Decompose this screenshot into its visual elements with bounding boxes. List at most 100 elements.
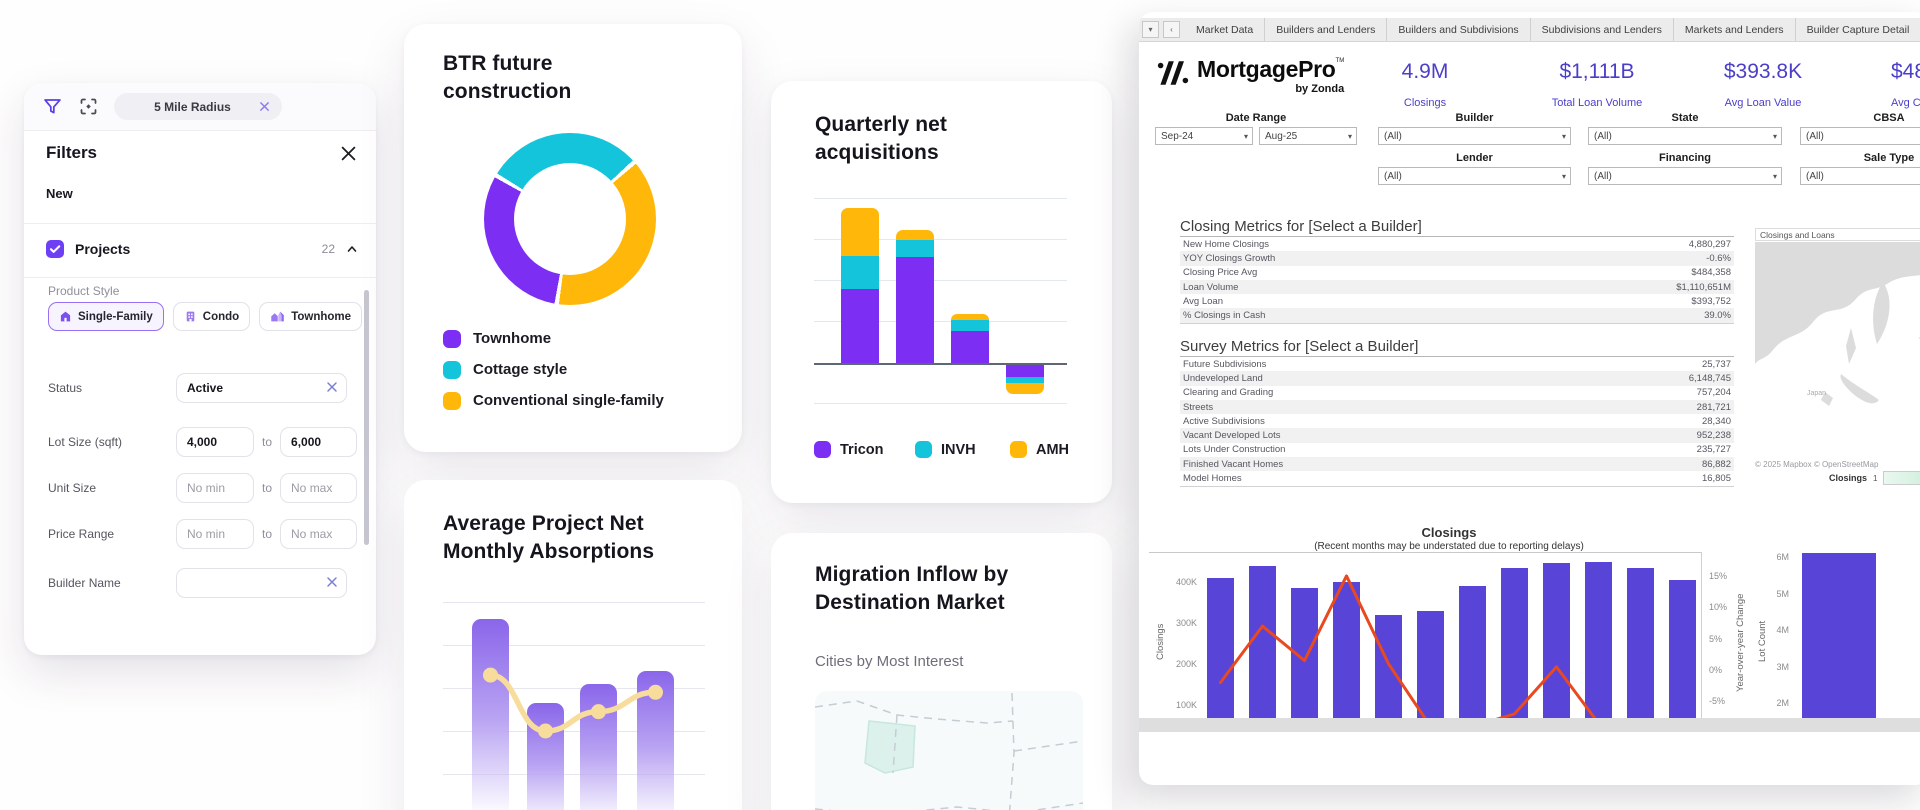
select-daterange[interactable]: Aug-25 (1259, 127, 1357, 145)
btr-donut-chart (484, 133, 656, 305)
closings-bar (1585, 561, 1612, 718)
filter-label: Builder (1455, 112, 1494, 124)
filters-panel: 5 Mile Radius Filters New Projects 22 (24, 83, 376, 655)
gridline (443, 602, 705, 603)
status-clear-icon[interactable] (326, 381, 338, 393)
y2-tick: 5% (1709, 633, 1723, 644)
select-state[interactable]: (All) (1588, 127, 1782, 145)
btr-card-title: BTR future construction (443, 52, 572, 103)
closings-chart-title: Closings (1421, 525, 1477, 540)
logo-byline: by Zonda (1295, 83, 1345, 95)
legend-item-tricon: Tricon (814, 441, 884, 458)
gridline (814, 280, 1067, 281)
gridline (443, 688, 705, 689)
lot-tick: 5M (1776, 588, 1789, 599)
chevron-up-icon[interactable] (346, 243, 358, 255)
filter-label: CBSA (1873, 112, 1905, 124)
filter-label: Sale Type (1863, 152, 1915, 164)
projects-label: Projects (75, 241, 131, 257)
closing-metrics-title: Closing Metrics for [Select a Builder] (1180, 218, 1422, 235)
builder-clear-icon[interactable] (326, 576, 338, 588)
map-legend-gradient (1883, 471, 1920, 485)
filter-funnel-icon[interactable] (42, 96, 63, 117)
tab-scroll-left-icon[interactable]: ‹ (1163, 21, 1180, 38)
builder-name-input[interactable] (176, 568, 347, 598)
radius-chip-label: 5 Mile Radius (154, 99, 231, 114)
unit-size-min-input[interactable] (176, 473, 254, 503)
product-style-townhome[interactable]: Townhome (259, 302, 363, 331)
table-row: Loan Volume $1,110,651M (1180, 279, 1734, 295)
projects-section-header[interactable]: Projects 22 (46, 233, 358, 265)
metric-label: Total Loan Volume (1551, 97, 1643, 109)
filter-group-state: State (All) (1588, 112, 1782, 145)
y-tick: 200K (1175, 659, 1197, 669)
closing-metrics-table: New Home Closings 4,880,297 YOY Closings G… (1180, 236, 1734, 324)
select-cbsa[interactable]: (All) (1800, 127, 1920, 145)
status-input[interactable] (176, 373, 347, 403)
closings-map[interactable]: Japan (1755, 242, 1920, 457)
gridline (814, 403, 1067, 404)
legend-item-conventional-single-family: Conventional single-family (443, 390, 664, 411)
row-value: 952,238 (1696, 430, 1731, 442)
row-value: 6,148,745 (1688, 372, 1731, 384)
product-style-condo[interactable]: Condo (172, 302, 251, 331)
legend-item-cottage-style: Cottage style (443, 359, 664, 380)
lot-tick: 4M (1776, 625, 1789, 635)
tab-market-data[interactable]: Market Data (1185, 18, 1266, 41)
metric-total-loan-volume: $1,111B Total Loan Volume (1517, 60, 1677, 109)
crosshair-icon[interactable] (78, 96, 99, 117)
table-row: Avg Loan $393,752 (1180, 294, 1734, 308)
absorption-bar (527, 703, 564, 810)
mortgagepro-dashboard: ▾ ‹ Market Data Builders and Lenders Build… (1139, 12, 1920, 785)
table-row: Undeveloped Land 6,148,745 (1180, 371, 1734, 386)
row-value: 757,204 (1696, 387, 1731, 399)
builder-name-label: Builder Name (48, 576, 121, 590)
radius-chip[interactable]: 5 Mile Radius (114, 93, 282, 120)
price-min-input[interactable] (176, 519, 254, 549)
row-value: $1,110,651M (1676, 281, 1731, 293)
tab-markets-and-lenders[interactable]: Markets and Lenders (1674, 18, 1796, 41)
closings-bar (1207, 577, 1234, 718)
table-row: Clearing and Grading 757,204 (1180, 386, 1734, 400)
y2-tick: 15% (1709, 570, 1728, 581)
select-builder[interactable]: (All) (1378, 127, 1571, 145)
lot-size-max-input[interactable] (280, 427, 358, 457)
stacked-bar-segment-amh (841, 208, 879, 257)
legend-label: Cottage style (473, 361, 568, 378)
row-label: Finished Vacant Homes (1183, 458, 1284, 470)
filters-toolbar: 5 Mile Radius (24, 83, 376, 131)
tab-builders-and-subdivisions[interactable]: Builders and Subdivisions (1387, 18, 1531, 41)
product-style-single-family[interactable]: Single-Family (48, 302, 164, 331)
select-daterange[interactable]: Sep-24 (1155, 127, 1253, 145)
row-label: Lots Under Construction (1183, 444, 1286, 456)
panel-scrollbar[interactable] (364, 290, 369, 545)
tab-subdivisions-and-lenders[interactable]: Subdivisions and Lenders (1531, 18, 1674, 41)
metric-closings: 4.9M Closings (1345, 60, 1505, 109)
table-row: New Home Closings 4,880,297 (1180, 237, 1734, 251)
legend-label: AMH (1036, 441, 1070, 458)
select-saletype[interactable]: (All) (1800, 167, 1920, 185)
row-value: 86,882 (1701, 458, 1731, 470)
tab-dropdown-icon[interactable]: ▾ (1142, 21, 1159, 38)
horizontal-scrollbar[interactable] (1139, 718, 1920, 732)
tab-builder-capture-detail[interactable]: Builder Capture Detail (1796, 18, 1920, 41)
price-max-input[interactable] (280, 519, 358, 549)
row-value: 281,721 (1696, 401, 1731, 413)
row-value: 28,340 (1701, 415, 1731, 427)
y-tick: 400K (1175, 577, 1197, 587)
filters-close-icon[interactable] (341, 146, 356, 161)
chip-close-icon[interactable] (259, 101, 270, 112)
projects-checkbox[interactable] (46, 240, 64, 258)
metric-avg-cl: $48 Avg Cl (1891, 60, 1920, 109)
lot-size-min-input[interactable] (176, 427, 254, 457)
row-label: YOY Closings Growth (1183, 252, 1276, 264)
filter-label: State (1671, 112, 1699, 124)
stacked-bar-segment-invh (841, 256, 879, 290)
select-lender[interactable]: (All) (1378, 167, 1571, 185)
tab-builders-and-lenders[interactable]: Builders and Lenders (1265, 18, 1388, 41)
saved-filter-new[interactable]: New (46, 186, 73, 201)
price-range-label: Price Range (48, 527, 115, 541)
unit-size-max-input[interactable] (280, 473, 358, 503)
select-financing[interactable]: (All) (1588, 167, 1782, 185)
closings-bar (1249, 565, 1276, 718)
